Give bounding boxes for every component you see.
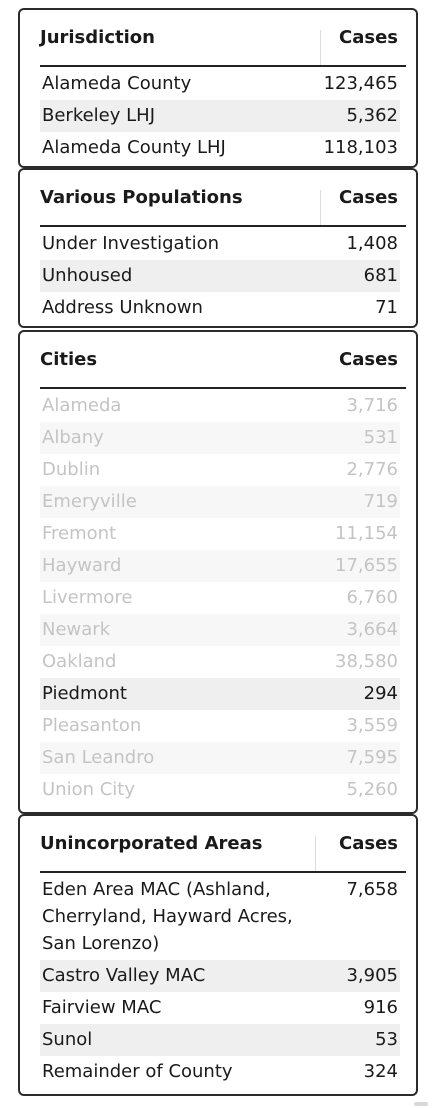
table-row[interactable]: Fairview MAC 916 bbox=[40, 992, 400, 1024]
row-cases: 916 bbox=[363, 997, 398, 1018]
table-row[interactable]: Pleasanton 3,559 bbox=[40, 710, 400, 742]
scrollbar-thumb[interactable] bbox=[414, 1102, 428, 1106]
table-header: Cities Cases bbox=[40, 346, 406, 386]
table-row[interactable]: Remainder of County 324 bbox=[40, 1056, 400, 1088]
row-name: Sunol bbox=[42, 1029, 93, 1050]
row-cases: 2,776 bbox=[346, 459, 398, 480]
row-name: Address Unknown bbox=[42, 297, 203, 318]
table-row[interactable]: Eden Area MAC (Ashland, Cherryland, Hayw… bbox=[40, 874, 400, 960]
header-divider bbox=[40, 387, 406, 389]
column-header-cities[interactable]: Cities bbox=[40, 349, 98, 370]
column-header-jurisdiction[interactable]: Jurisdiction bbox=[40, 27, 155, 48]
row-name: Union City bbox=[42, 779, 136, 800]
various-populations-table: Various Populations Cases Under Investig… bbox=[18, 168, 418, 328]
table-row[interactable]: Union City 5,260 bbox=[40, 774, 400, 806]
row-name: Berkeley LHJ bbox=[42, 105, 156, 126]
table-row[interactable]: Alameda County 123,465 bbox=[40, 68, 400, 100]
row-name: Emeryville bbox=[42, 491, 137, 512]
table-row[interactable]: Address Unknown 71 bbox=[40, 292, 400, 324]
row-cases: 11,154 bbox=[335, 523, 398, 544]
table-row-selected[interactable]: Piedmont 294 bbox=[40, 678, 400, 710]
table-row[interactable]: Hayward 17,655 bbox=[40, 550, 400, 582]
row-cases: 123,465 bbox=[323, 73, 398, 94]
table-row[interactable]: Unhoused 681 bbox=[40, 260, 400, 292]
header-divider bbox=[40, 871, 406, 873]
column-divider bbox=[320, 30, 321, 66]
column-header-cases[interactable]: Cases bbox=[339, 349, 398, 370]
row-name: Remainder of County bbox=[42, 1061, 233, 1082]
row-cases: 5,260 bbox=[346, 779, 398, 800]
table-header: Jurisdiction Cases bbox=[40, 24, 406, 64]
row-cases: 294 bbox=[363, 683, 398, 704]
table-row[interactable]: Emeryville 719 bbox=[40, 486, 400, 518]
row-cases: 324 bbox=[363, 1061, 398, 1082]
table-row[interactable]: Alameda County LHJ 118,103 bbox=[40, 132, 400, 164]
row-cases: 3,716 bbox=[346, 395, 398, 416]
table-row[interactable]: Newark 3,664 bbox=[40, 614, 400, 646]
row-name: San Leandro bbox=[42, 747, 155, 768]
table-row[interactable]: Sunol 53 bbox=[40, 1024, 400, 1056]
table-row[interactable]: Alameda 3,716 bbox=[40, 390, 400, 422]
row-cases: 681 bbox=[363, 265, 398, 286]
row-cases: 3,905 bbox=[346, 965, 398, 986]
row-cases: 53 bbox=[375, 1029, 398, 1050]
row-cases: 118,103 bbox=[323, 137, 398, 158]
row-name: Castro Valley MAC bbox=[42, 965, 206, 986]
header-divider bbox=[40, 65, 406, 67]
table-row[interactable]: Castro Valley MAC 3,905 bbox=[40, 960, 400, 992]
row-cases: 1,408 bbox=[346, 233, 398, 254]
row-cases: 6,760 bbox=[346, 587, 398, 608]
row-name: Albany bbox=[42, 427, 104, 448]
row-cases: 7,595 bbox=[346, 747, 398, 768]
row-name: Pleasanton bbox=[42, 715, 142, 736]
row-cases: 531 bbox=[363, 427, 398, 448]
column-header-cases[interactable]: Cases bbox=[339, 833, 398, 854]
column-header-cases[interactable]: Cases bbox=[339, 187, 398, 208]
row-name: Under Investigation bbox=[42, 233, 220, 254]
row-name: Newark bbox=[42, 619, 111, 640]
row-cases: 7,658 bbox=[346, 879, 398, 900]
unincorporated-areas-table: Unincorporated Areas Cases Eden Area MAC… bbox=[18, 814, 418, 1096]
row-cases: 71 bbox=[375, 297, 398, 318]
row-name: Livermore bbox=[42, 587, 133, 608]
table-row[interactable]: Oakland 38,580 bbox=[40, 646, 400, 678]
row-name: Fremont bbox=[42, 523, 117, 544]
column-header-unincorporated-areas[interactable]: Unincorporated Areas bbox=[40, 833, 263, 854]
row-name: Unhoused bbox=[42, 265, 133, 286]
table-row[interactable]: Berkeley LHJ 5,362 bbox=[40, 100, 400, 132]
row-cases: 38,580 bbox=[335, 651, 398, 672]
row-cases: 17,655 bbox=[335, 555, 398, 576]
cities-table: Cities Cases Alameda 3,716 Albany 531 Du… bbox=[18, 330, 418, 814]
row-cases: 3,664 bbox=[346, 619, 398, 640]
row-name: Hayward bbox=[42, 555, 122, 576]
table-header: Unincorporated Areas Cases bbox=[40, 830, 406, 870]
row-name: Oakland bbox=[42, 651, 117, 672]
column-divider bbox=[315, 836, 316, 872]
header-divider bbox=[40, 225, 406, 227]
row-name: Alameda County bbox=[42, 73, 192, 94]
table-row[interactable]: Fremont 11,154 bbox=[40, 518, 400, 550]
row-cases: 3,559 bbox=[346, 715, 398, 736]
row-cases: 5,362 bbox=[346, 105, 398, 126]
column-header-various-populations[interactable]: Various Populations bbox=[40, 187, 243, 208]
table-row[interactable]: Livermore 6,760 bbox=[40, 582, 400, 614]
row-cases: 719 bbox=[363, 491, 398, 512]
row-name: Fairview MAC bbox=[42, 997, 162, 1018]
row-name: Piedmont bbox=[42, 683, 127, 704]
row-name: Eden Area MAC (Ashland, Cherryland, Hayw… bbox=[42, 879, 293, 954]
row-name: Dublin bbox=[42, 459, 101, 480]
column-divider bbox=[320, 190, 321, 226]
table-row[interactable]: Albany 531 bbox=[40, 422, 400, 454]
column-header-cases[interactable]: Cases bbox=[339, 27, 398, 48]
table-row[interactable]: Under Investigation 1,408 bbox=[40, 228, 400, 260]
table-header: Various Populations Cases bbox=[40, 184, 406, 224]
table-row[interactable]: San Leandro 7,595 bbox=[40, 742, 400, 774]
table-row[interactable]: Dublin 2,776 bbox=[40, 454, 400, 486]
row-name: Alameda bbox=[42, 395, 122, 416]
row-name: Alameda County LHJ bbox=[42, 137, 226, 158]
jurisdiction-table: Jurisdiction Cases Alameda County 123,46… bbox=[18, 8, 418, 168]
